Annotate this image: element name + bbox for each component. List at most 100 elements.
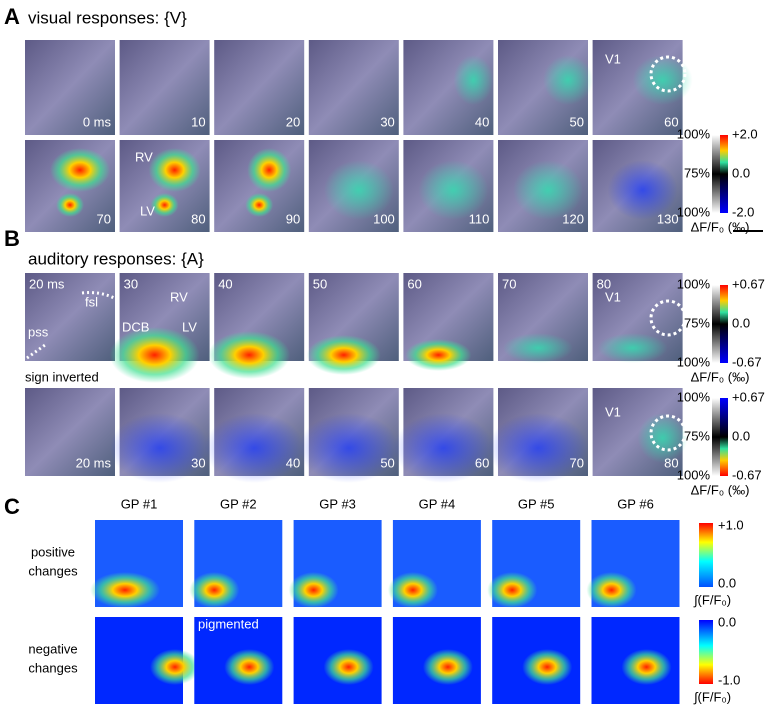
image-tile — [119, 40, 210, 135]
frame-label: 60 — [475, 455, 489, 470]
activity — [453, 55, 494, 105]
activity — [632, 55, 693, 105]
annotation: LV — [182, 319, 197, 334]
activity — [208, 331, 291, 379]
row-note: sign inverted — [25, 369, 99, 384]
panel-title: visual responses: {V} — [28, 8, 187, 27]
activity — [150, 193, 179, 217]
colorbar-unit: ∫(F/F₀) — [693, 592, 731, 607]
frame-label: 0 ms — [83, 114, 112, 129]
activity — [109, 327, 200, 383]
roi-circle — [649, 55, 687, 93]
frame-label: 30 — [191, 455, 205, 470]
frame-label: 20 — [286, 114, 300, 129]
frame-label: 10 — [191, 114, 205, 129]
activity — [488, 413, 588, 483]
activity — [306, 335, 381, 375]
colorbar-unit: ΔF/F₀ (‰) — [691, 482, 750, 497]
activity — [298, 413, 399, 483]
sulcus-line — [26, 343, 46, 360]
frame-label: 50 — [380, 455, 394, 470]
row-label: positive — [31, 544, 75, 559]
frame-label: 40 — [475, 114, 489, 129]
colorbar-label: 100% — [677, 467, 711, 482]
image-tile — [214, 40, 305, 135]
activity — [418, 160, 489, 220]
activity — [586, 572, 637, 608]
colorbar-label: -2.0 — [732, 204, 754, 219]
frame-label: 60 — [664, 114, 678, 129]
column-label: GP #3 — [319, 496, 356, 511]
colorbar-gray — [712, 135, 720, 213]
annotation: V1 — [605, 404, 621, 419]
roi-circle — [649, 299, 687, 337]
colorbar — [720, 135, 728, 213]
frame-label: 60 — [407, 276, 421, 291]
annotation: RV — [170, 289, 188, 304]
annotation: DCB — [122, 319, 149, 334]
frame-label: 70 — [502, 276, 516, 291]
activity — [393, 413, 494, 483]
frame-label: 30 — [124, 276, 138, 291]
activity — [150, 649, 200, 685]
frame-label: 90 — [286, 211, 300, 226]
annotation: LV — [140, 203, 155, 218]
row-label: changes — [28, 660, 78, 675]
panel-label: B — [4, 226, 20, 251]
colorbar-label: 75% — [684, 315, 710, 330]
column-label: GP #1 — [121, 496, 158, 511]
activity — [323, 649, 374, 685]
activity — [637, 413, 688, 463]
colorbar-label: +0.67 — [732, 276, 765, 291]
colorbar-label: 0.0 — [732, 315, 750, 330]
colorbar-label: 0.0 — [718, 614, 736, 629]
activity — [405, 339, 472, 371]
colorbar-label: -0.67 — [732, 354, 762, 369]
colorbar-label: 0.0 — [718, 575, 736, 590]
colorbar-label: 100% — [677, 204, 711, 219]
column-label: GP #2 — [220, 496, 257, 511]
frame-label: 50 — [313, 276, 327, 291]
colorbar-label: 0.0 — [732, 428, 750, 443]
colorbar-label: 100% — [677, 354, 711, 369]
frame-label: 50 — [570, 114, 584, 129]
colorbar-label: 75% — [684, 165, 710, 180]
image-tile — [308, 40, 399, 135]
frame-label: 110 — [469, 211, 490, 226]
activity — [422, 649, 473, 685]
colorbar — [699, 620, 713, 684]
panel-label: A — [4, 4, 20, 29]
annotation: V1 — [605, 51, 621, 66]
colorbar-unit: ΔF/F₀ (‰) — [691, 219, 750, 234]
activity — [90, 572, 160, 608]
colorbar-label: -1.0 — [718, 672, 740, 687]
activity — [148, 148, 201, 192]
activity — [513, 160, 583, 220]
activity — [543, 55, 593, 105]
column-label: GP #4 — [419, 496, 456, 511]
frame-label: 120 — [562, 211, 584, 226]
activity — [109, 413, 210, 483]
panel-title: auditory responses: {A} — [28, 249, 204, 268]
activity — [288, 572, 339, 608]
row-label: changes — [28, 563, 78, 578]
roi-circle — [649, 414, 687, 452]
frame-label: 80 — [191, 211, 205, 226]
frame-label: 70 — [570, 455, 584, 470]
activity — [503, 333, 573, 363]
colorbar — [720, 285, 728, 363]
row-label: negative — [28, 641, 77, 656]
annotation: pigmented — [198, 616, 259, 631]
panel-label: C — [4, 494, 20, 519]
column-label: GP #6 — [617, 496, 654, 511]
activity — [50, 148, 110, 192]
colorbar-unit: ∫(F/F₀) — [693, 689, 731, 704]
frame-label: 80 — [664, 455, 678, 470]
frame-label: 40 — [286, 455, 300, 470]
colorbar-label: +0.67 — [732, 389, 765, 404]
frame-label: 20 ms — [76, 455, 112, 470]
frame-label: 130 — [657, 211, 679, 226]
activity — [607, 160, 678, 220]
colorbar-label: 100% — [677, 276, 711, 291]
